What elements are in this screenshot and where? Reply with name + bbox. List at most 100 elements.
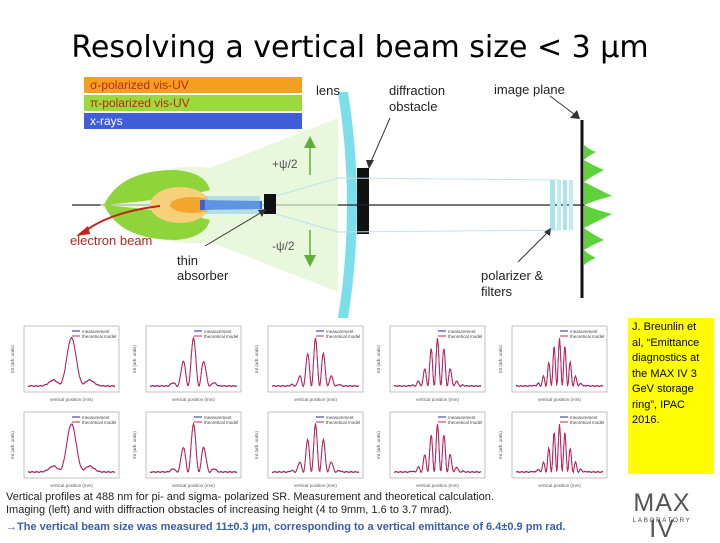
plot-legend-theory: theoretical model	[82, 334, 116, 339]
plot-legend-theory: theoretical model	[326, 420, 360, 425]
pointer-diffraction-head	[366, 160, 374, 169]
plot-ylabel: Int (arb. units)	[10, 345, 15, 373]
caption-line-1: Vertical profiles at 488 nm for pi- and …	[6, 491, 494, 503]
plot-xlabel: vertical position (mm)	[172, 397, 215, 402]
polarizer	[550, 180, 555, 230]
plot-legend-theory: theoretical model	[448, 420, 482, 425]
plot-xlabel: vertical position (mm)	[538, 483, 581, 488]
label-image-plane: image plane	[494, 82, 565, 97]
plot-xlabel: vertical position (mm)	[294, 483, 337, 488]
plot-ylabel: Int (arb. units)	[376, 345, 381, 373]
legend-sigma: σ-polarized vis-UV	[84, 77, 302, 93]
plot-xlabel: vertical position (mm)	[172, 483, 215, 488]
theory-curve	[28, 423, 115, 473]
beam-outline-upper	[275, 177, 561, 197]
label-polarizer: polarizer &	[481, 268, 544, 283]
plot-xlabel: vertical position (mm)	[416, 397, 459, 402]
beam-outline-lower	[275, 213, 561, 233]
filter-3	[569, 180, 573, 230]
pointer-image-plane-head	[570, 110, 580, 119]
label-lens: lens	[316, 83, 340, 98]
plot-legend-measurement: measurement	[570, 329, 598, 334]
plot-frame	[389, 411, 486, 479]
plus-psi-arrowhead	[304, 136, 316, 148]
label-electron-beam: electron beam	[70, 233, 153, 248]
theory-curve	[516, 423, 603, 473]
label-plus-psi: +ψ/2	[272, 157, 298, 171]
diffraction-obstacle	[357, 168, 369, 234]
legend-xray-label: x-rays	[90, 114, 123, 128]
pointer-polarizer	[517, 231, 549, 263]
plot-legend-measurement: measurement	[448, 329, 476, 334]
minus-psi-arrowhead	[304, 255, 316, 267]
pi-lobe-lower	[104, 205, 210, 240]
plot-ylabel: Int (arb. units)	[254, 431, 259, 459]
filter-1	[557, 180, 561, 230]
label-obstacle: obstacle	[389, 99, 438, 114]
plot-frame	[511, 325, 608, 393]
plot-ylabel: Int (arb. units)	[498, 431, 503, 459]
plot-ylabel: Int (arb. units)	[376, 431, 381, 459]
plot-frame	[511, 411, 608, 479]
plot-legend-measurement: measurement	[204, 415, 232, 420]
plot-legend-measurement: measurement	[570, 415, 598, 420]
plot-legend-measurement: measurement	[82, 415, 110, 420]
pointer-image-plane	[549, 95, 575, 115]
legend-pi: π-polarized vis-UV	[84, 95, 302, 111]
plot-legend-theory: theoretical model	[570, 334, 604, 339]
plot-xlabel: vertical position (mm)	[538, 397, 581, 402]
label-diffraction: diffraction	[389, 83, 446, 98]
beamline-diagram	[72, 92, 612, 318]
thin-absorber	[264, 194, 276, 214]
pointer-polarizer-head	[544, 228, 551, 236]
label-absorber: absorber	[177, 268, 229, 283]
electron-arrowhead	[76, 226, 90, 236]
measurement-curve	[27, 336, 116, 388]
plot-xlabel: vertical position (mm)	[416, 483, 459, 488]
plot-frame	[267, 411, 364, 479]
label-filters: filters	[481, 284, 513, 299]
plot-xlabel: vertical position (mm)	[50, 397, 93, 402]
legend-sigma-label: σ-polarized vis-UV	[90, 78, 189, 92]
label-thin: thin	[177, 253, 198, 268]
theory-curve	[272, 423, 359, 473]
logo-subtitle: LABORATORY	[632, 517, 692, 524]
conclusion-text: →The vertical beam size was measured 11±…	[6, 521, 566, 533]
diffraction-pattern	[584, 145, 612, 265]
xray-core	[205, 196, 260, 214]
plot-ylabel: Int (arb. units)	[132, 431, 137, 459]
theory-curve	[28, 337, 115, 387]
filter-2	[563, 180, 567, 230]
logo-text: MAX IV	[633, 489, 691, 543]
measurement-curve	[271, 423, 360, 474]
theory-curve	[516, 337, 603, 387]
plot-xlabel: vertical position (mm)	[294, 397, 337, 402]
pointer-diffraction	[369, 117, 391, 165]
pointer-thin-head	[258, 209, 266, 217]
plot-xlabel: vertical position (mm)	[50, 483, 93, 488]
theory-curve	[272, 337, 359, 387]
slide-title: Resolving a vertical beam size < 3 µm	[71, 30, 649, 65]
figure-caption: Vertical profiles at 488 nm for pi- and …	[6, 491, 606, 516]
caption-line-2: Imaging (left) and with diffraction obst…	[6, 503, 453, 516]
plot-legend-theory: theoretical model	[448, 334, 482, 339]
plot-legend-measurement: measurement	[448, 415, 476, 420]
plot-frame	[23, 411, 120, 479]
theory-curve	[394, 337, 481, 387]
plot-legend-measurement: measurement	[204, 329, 232, 334]
label-minus-psi: -ψ/2	[272, 239, 295, 253]
plot-ylabel: Int (arb. units)	[498, 345, 503, 373]
electron-trajectory	[83, 205, 161, 233]
citation-box: J. Breunlin et al, “Emittance diagnostic…	[628, 318, 714, 474]
max-iv-logo: MAX IV LABORATORY	[618, 490, 706, 542]
plot-frame	[267, 325, 364, 393]
